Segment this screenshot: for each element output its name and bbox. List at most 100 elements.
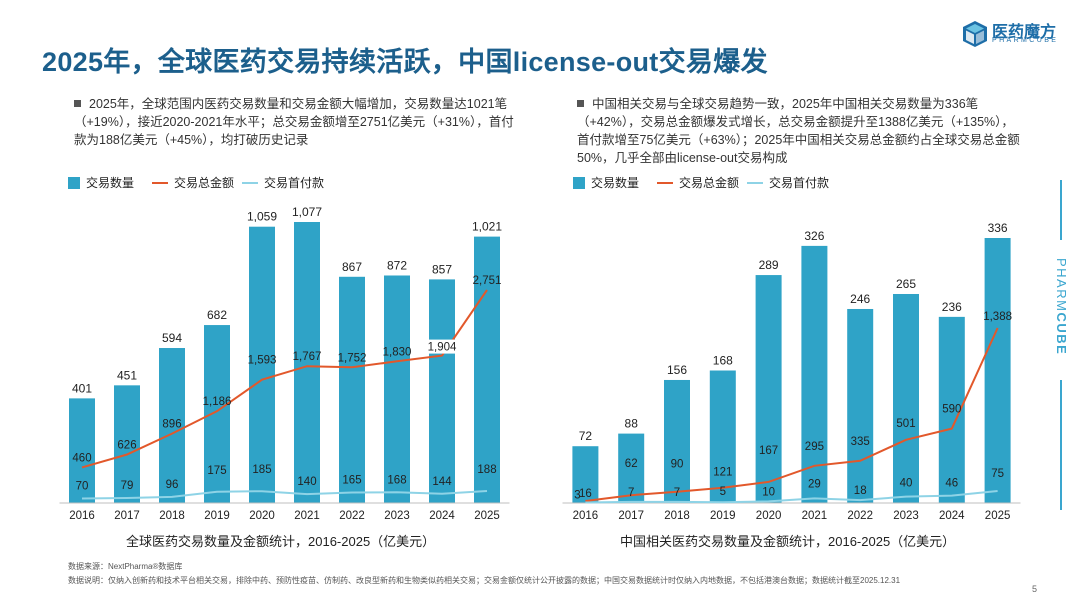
line-total-amount — [585, 327, 999, 502]
bar-2024 — [429, 279, 455, 503]
upfront-label-2024: 144 — [432, 476, 452, 488]
bar-2022 — [339, 276, 365, 503]
upfront-label-2017: 79 — [121, 480, 134, 492]
bar-label-2022: 867 — [342, 260, 362, 274]
bar-2020 — [755, 275, 782, 503]
bar-label-2018: 594 — [162, 331, 182, 345]
total-label-2025: 1,388 — [983, 311, 1012, 323]
bar-label-2018: 156 — [667, 363, 687, 377]
legend-label-upfront: 交易首付款 — [264, 175, 324, 190]
upfront-label-2023: 168 — [387, 474, 406, 486]
bullet-square-icon — [577, 100, 584, 107]
upfront-label-2023: 40 — [900, 478, 913, 490]
legend-bar-swatch — [573, 177, 585, 189]
total-label-2021: 1,767 — [293, 351, 322, 363]
total-label-2020: 167 — [759, 445, 778, 457]
bar-label-2017: 88 — [625, 417, 639, 431]
total-label-2023: 1,830 — [383, 346, 412, 358]
x-tick-2017: 2017 — [114, 510, 140, 522]
bar-label-2023: 872 — [387, 258, 407, 272]
x-tick-2021: 2021 — [802, 510, 828, 522]
page-number: 5 — [1032, 584, 1038, 594]
total-label-2017: 62 — [625, 458, 638, 470]
bar-label-2020: 289 — [759, 258, 779, 272]
total-label-2019: 1,186 — [203, 396, 232, 408]
bar-2025 — [474, 236, 500, 503]
total-label-2018: 896 — [162, 419, 181, 431]
chart-caption-global: 全球医药交易数量及金额统计，2016-2025（亿美元） — [126, 534, 436, 549]
legend-label-upfront: 交易首付款 — [769, 175, 829, 190]
legend-label-count: 交易数量 — [591, 175, 639, 190]
x-tick-2018: 2018 — [159, 510, 185, 522]
bar-2025 — [984, 238, 1011, 503]
x-tick-2022: 2022 — [847, 510, 873, 522]
bar-2019 — [204, 325, 230, 503]
bar-label-2022: 246 — [850, 292, 870, 306]
upfront-label-2017: 7 — [628, 487, 634, 499]
chart-china: 交易数量 交易总金额 交易首付款 72 88 156 168 289 326 246 265 236 3… — [562, 175, 1021, 522]
bar-2022 — [847, 308, 874, 503]
summary-bullet-global: 2025年，全球范围内医药交易数量和交易金额大幅增加，交易数量达1021笔（+1… — [74, 95, 524, 149]
x-tick-2022: 2022 — [339, 510, 365, 522]
bar-label-2016: 72 — [579, 429, 593, 443]
logo-text: 医药魔方 — [992, 24, 1057, 41]
legend-label-total: 交易总金额 — [174, 175, 234, 190]
total-label-2022: 335 — [851, 436, 870, 448]
total-label-2019: 121 — [713, 467, 732, 479]
x-tick-2018: 2018 — [664, 510, 690, 522]
bar-2017 — [618, 433, 645, 503]
footnotes: 数据来源：NextPharma®数据库 数据说明：仅纳入创新药和技术平台相关交易… — [68, 560, 900, 588]
side-brand: PHARMCUBE — [1054, 258, 1069, 356]
bar-2016 — [69, 398, 95, 503]
total-label-2018: 90 — [671, 459, 684, 471]
bar-label-2024: 857 — [432, 262, 452, 276]
bar-2023 — [384, 275, 410, 503]
logo-subtext: PHARMCUBE — [992, 37, 1059, 44]
total-label-2016: 460 — [72, 452, 91, 464]
side-divider-bottom — [1060, 380, 1062, 510]
bar-label-2019: 682 — [207, 308, 227, 322]
x-tick-2019: 2019 — [204, 510, 230, 522]
x-tick-2016: 2016 — [573, 510, 599, 522]
data-note: 数据说明：仅纳入创新药和技术平台相关交易，排除中药、预防性疫苗、仿制药、改良型新… — [68, 576, 901, 585]
bar-label-2025: 336 — [988, 221, 1008, 235]
upfront-label-2022: 165 — [342, 474, 361, 486]
legend-label-count: 交易数量 — [86, 175, 134, 190]
bar-2021 — [801, 245, 828, 503]
bar-2018 — [664, 379, 690, 503]
bar-label-2025: 1,021 — [472, 220, 502, 234]
upfront-label-2018: 7 — [674, 487, 680, 499]
upfront-label-2019: 175 — [207, 465, 226, 477]
x-tick-2024: 2024 — [429, 510, 455, 522]
line-upfront — [585, 490, 998, 504]
bar-2023 — [893, 293, 919, 503]
source-note: 数据来源：NextPharma®数据库 — [68, 562, 183, 571]
x-tick-2020: 2020 — [756, 510, 782, 522]
upfront-label-2016: 70 — [76, 481, 89, 493]
bar-label-2019: 168 — [713, 354, 733, 368]
bar-2017 — [114, 385, 140, 503]
bar-label-2021: 326 — [804, 229, 824, 243]
total-label-2024: 1,904 — [428, 342, 457, 354]
legend-label-total: 交易总金额 — [679, 175, 739, 190]
bar-label-2020: 1,059 — [247, 210, 277, 224]
x-tick-2017: 2017 — [618, 510, 644, 522]
cube-logo-icon — [963, 21, 987, 47]
x-tick-2020: 2020 — [249, 510, 275, 522]
line-total-amount — [81, 289, 488, 469]
upfront-label-2021: 140 — [297, 476, 316, 488]
bar-2020 — [249, 226, 275, 503]
x-tick-2023: 2023 — [893, 510, 919, 522]
bar-label-2016: 401 — [72, 381, 92, 395]
upfront-label-2024: 46 — [945, 478, 958, 490]
bullet-text: 中国相关交易与全球交易趋势一致，2025年中国相关交易数量为336笔（+42%）… — [577, 97, 1020, 165]
bar-2016 — [572, 446, 599, 503]
upfront-label-2025: 75 — [991, 468, 1004, 480]
upfront-label-2022: 18 — [854, 485, 867, 497]
bullet-text: 2025年，全球范围内医药交易数量和交易金额大幅增加，交易数量达1021笔（+1… — [74, 97, 514, 147]
total-label-2016: 16 — [579, 488, 592, 500]
x-tick-2023: 2023 — [384, 510, 410, 522]
x-tick-2019: 2019 — [710, 510, 736, 522]
bullet-square-icon — [74, 100, 81, 107]
upfront-label-2021: 29 — [808, 478, 821, 490]
